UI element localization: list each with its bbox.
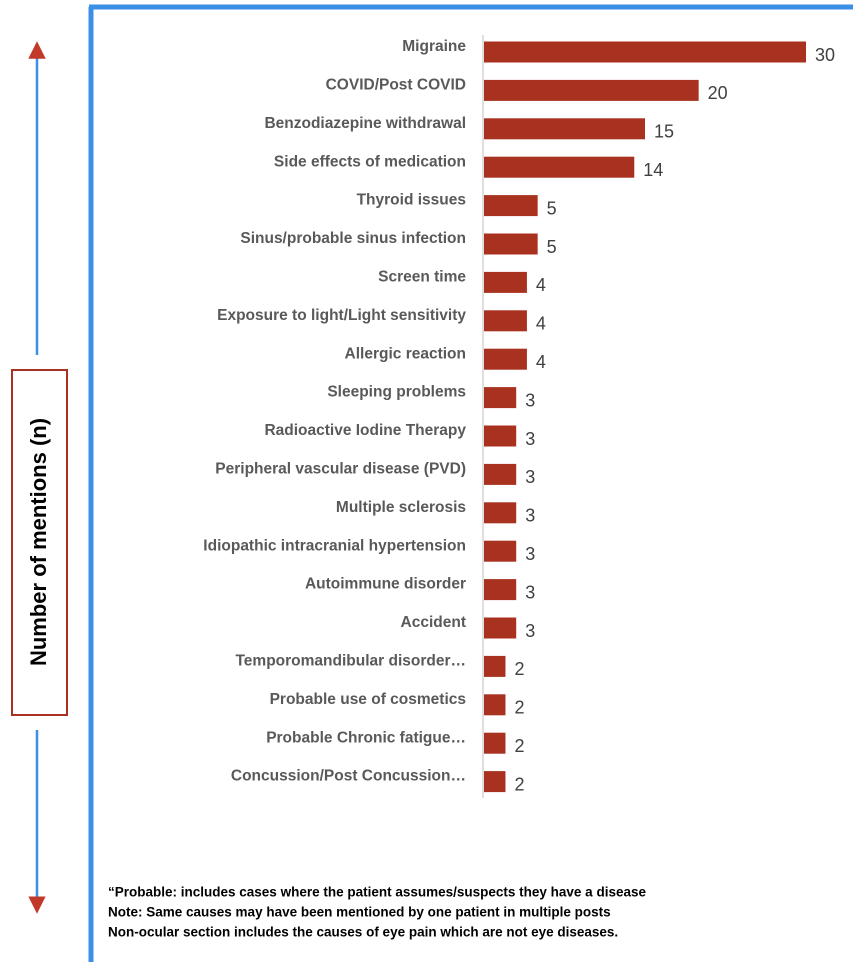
value-label: 2 (514, 736, 524, 756)
bar (484, 310, 527, 332)
category-label: Thyroid issues (357, 192, 466, 209)
value-label: 3 (525, 621, 535, 641)
category-label: COVID/Post COVID (326, 76, 466, 93)
category-label: Sinus/probable sinus infection (240, 230, 466, 247)
category-label: Sleeping problems (327, 384, 466, 401)
value-label: 3 (525, 582, 535, 602)
value-label: 5 (547, 237, 557, 257)
category-label: Idiopathic intracranial hypertension (203, 537, 466, 554)
category-label: Temporomandibular disorder… (235, 652, 466, 669)
category-label: Benzodiazepine withdrawal (264, 115, 466, 132)
value-label: 3 (525, 506, 535, 526)
value-label: 4 (536, 314, 546, 334)
category-label: Peripheral vascular disease (PVD) (215, 460, 466, 477)
bar (484, 233, 538, 255)
category-label: Autoimmune disorder (305, 576, 466, 593)
bar (484, 271, 527, 293)
value-label: 4 (536, 352, 546, 372)
category-label: Multiple sclerosis (336, 499, 466, 516)
bar (484, 156, 635, 178)
value-label: 3 (525, 429, 535, 449)
bar (484, 348, 527, 370)
category-label: Exposure to light/Light sensitivity (217, 307, 466, 324)
footnote: “Probable: includes cases where the pati… (108, 885, 646, 900)
bar (484, 540, 517, 562)
bar (484, 425, 517, 447)
bar (484, 463, 517, 485)
category-label: Migraine (402, 38, 466, 55)
bar (484, 79, 699, 101)
value-label: 3 (525, 544, 535, 564)
bar (484, 771, 506, 793)
value-label: 3 (525, 467, 535, 487)
axis-label-box (11, 369, 68, 716)
bar (484, 41, 806, 63)
axis-label: Number of mentions (n) (26, 418, 51, 666)
bar (484, 655, 506, 677)
category-label: Side effects of medication (274, 153, 466, 170)
value-label: 2 (514, 659, 524, 679)
bar (484, 387, 517, 409)
category-label: Accident (401, 614, 466, 631)
value-label: 2 (514, 698, 524, 718)
category-label: Probable use of cosmetics (270, 691, 466, 708)
value-label: 20 (708, 83, 728, 103)
bar (484, 694, 506, 716)
value-label: 2 (514, 774, 524, 794)
bar (484, 732, 506, 754)
value-label: 4 (536, 275, 546, 295)
bar (484, 617, 517, 639)
footnote: Non-ocular section includes the causes o… (108, 925, 618, 940)
category-label: Probable Chronic fatigue… (266, 729, 466, 746)
category-label: Screen time (378, 268, 466, 285)
value-label: 3 (525, 390, 535, 410)
bar (484, 502, 517, 524)
value-label: 14 (643, 160, 663, 180)
bar (484, 118, 645, 140)
footnote: Note: Same causes may have been mentione… (108, 905, 611, 920)
category-label: Radioactive Iodine Therapy (264, 422, 466, 439)
bar (484, 195, 538, 217)
bar (484, 579, 517, 601)
category-label: Concussion/Post Concussion… (231, 768, 466, 785)
value-label: 5 (547, 198, 557, 218)
value-label: 15 (654, 122, 674, 142)
value-label: 30 (815, 45, 835, 65)
category-label: Allergic reaction (345, 345, 466, 362)
